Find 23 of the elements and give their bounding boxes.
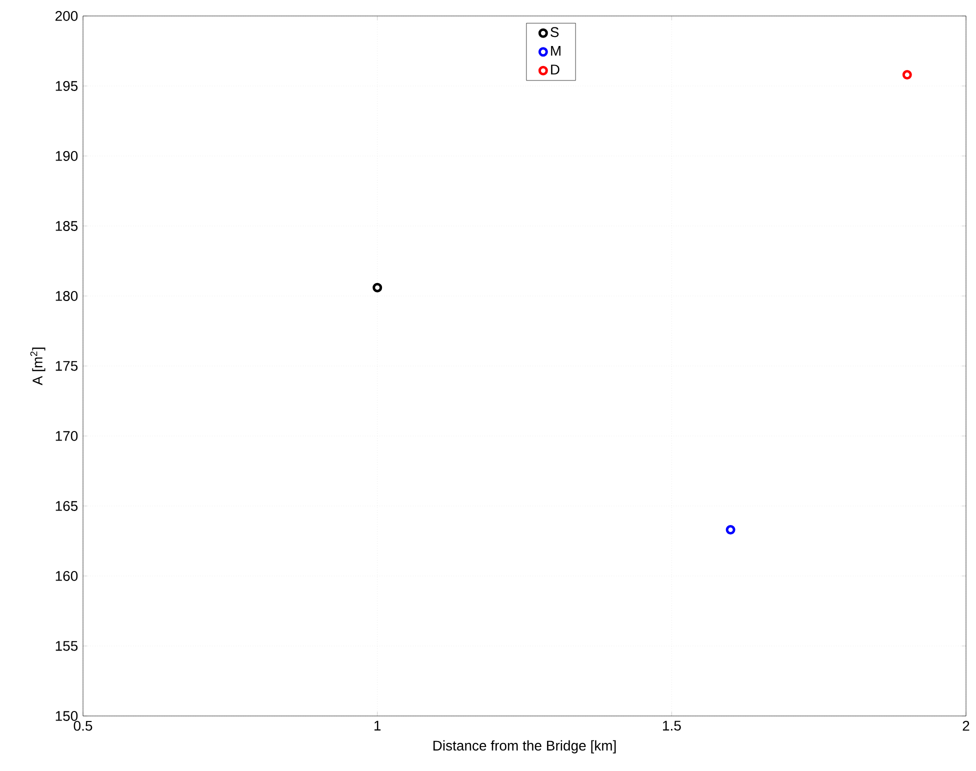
legend-label: M	[551, 46, 560, 56]
x-tick-label: 2	[962, 720, 970, 731]
y-tick-label: 160	[56, 571, 78, 581]
point	[902, 70, 912, 80]
x-tick-label: 1	[374, 720, 381, 730]
y-tick-label: 155	[56, 641, 78, 651]
legend-label: S	[550, 27, 559, 38]
y-tick-label: 200	[55, 11, 78, 21]
y-tick-label: 190	[56, 151, 78, 161]
legend-label: D	[551, 64, 560, 74]
x-axis-title: Distance from the Bridge [km]	[433, 740, 616, 754]
x-tick-label: 1.5	[663, 720, 681, 731]
y-tick-label: 175	[56, 361, 78, 371]
point	[372, 282, 382, 292]
point	[726, 525, 736, 535]
y-tick-label: 170	[56, 431, 78, 441]
y-tick-label: 185	[56, 221, 78, 231]
x-tick-label: 0.5	[74, 720, 92, 731]
y-tick-label: 165	[56, 501, 78, 511]
y-tick-label: 150	[56, 711, 78, 721]
y-axis-title: A [m$^{2}$]	[30, 348, 46, 386]
y-tick-label: 195	[56, 81, 78, 91]
y-tick-label: 180	[56, 291, 78, 301]
